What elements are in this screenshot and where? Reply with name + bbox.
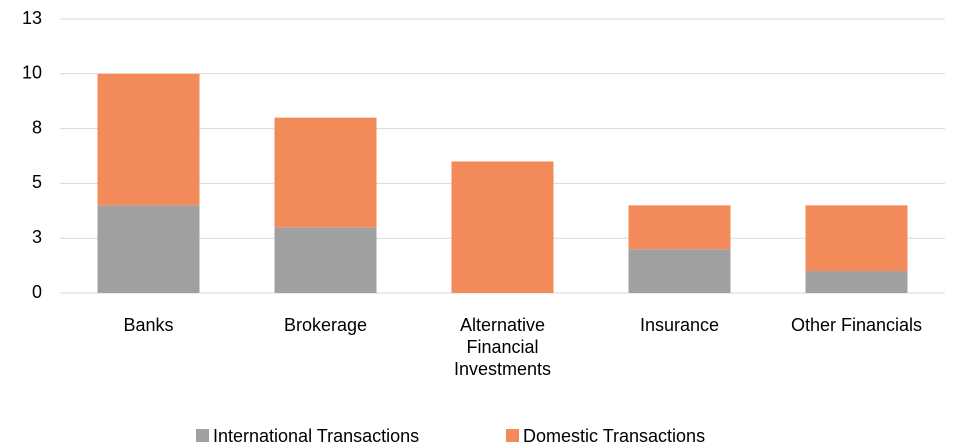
y-tick-label: 13	[22, 8, 42, 28]
x-tick-label: Insurance	[639, 315, 720, 335]
bar-segment	[628, 205, 731, 250]
bar-segment	[274, 227, 377, 293]
x-label-box: Banks	[123, 315, 174, 335]
legend-label: Domestic Transactions	[523, 426, 705, 446]
bar-segment	[451, 161, 554, 293]
bar-segment	[97, 73, 200, 206]
x-tick-label: Other Financials	[790, 315, 923, 335]
bar-segment	[805, 205, 908, 272]
bar-segment	[628, 249, 731, 293]
x-tick-label: Brokerage	[283, 315, 368, 335]
x-tick-label: Banks	[123, 315, 174, 335]
x-label-box: Brokerage	[283, 315, 368, 335]
x-label-box: Other Financials	[790, 315, 923, 335]
bar-segment	[274, 117, 377, 228]
x-tick-label: Alternative Financial Investments	[453, 315, 552, 379]
y-tick-label: 10	[22, 63, 42, 83]
legend-swatch	[196, 429, 209, 442]
y-tick-label: 0	[32, 282, 42, 302]
y-tick-label: 5	[32, 172, 42, 192]
legend-swatch	[506, 429, 519, 442]
y-tick-label: 8	[32, 117, 42, 137]
y-tick-label: 3	[32, 227, 42, 247]
x-label-box: Insurance	[639, 315, 720, 335]
legend-label: International Transactions	[213, 426, 419, 446]
bar-segment	[97, 205, 200, 293]
bar-segment	[805, 271, 908, 293]
x-label-box: Alternative Financial Investments	[453, 315, 552, 379]
